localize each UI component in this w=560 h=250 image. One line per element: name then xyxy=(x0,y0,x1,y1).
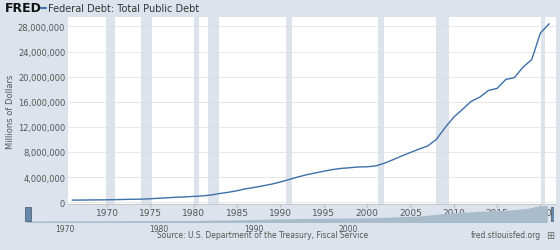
Text: FRED: FRED xyxy=(4,2,41,16)
Text: 2000: 2000 xyxy=(338,224,358,233)
Text: Source: U.S. Department of the Treasury, Fiscal Service: Source: U.S. Department of the Treasury,… xyxy=(157,230,368,239)
Bar xyxy=(286,18,292,204)
Bar xyxy=(141,18,152,204)
Text: 1980: 1980 xyxy=(150,224,169,233)
Bar xyxy=(208,18,219,204)
Text: fred.stlouisfed.org: fred.stlouisfed.org xyxy=(470,230,540,239)
Y-axis label: Millions of Dollars: Millions of Dollars xyxy=(6,74,15,148)
Bar xyxy=(25,207,30,221)
Text: 1970: 1970 xyxy=(55,224,74,233)
Text: ⊞: ⊞ xyxy=(546,230,554,240)
Bar xyxy=(436,18,449,204)
Text: Federal Debt: Total Public Debt: Federal Debt: Total Public Debt xyxy=(48,4,199,14)
Bar xyxy=(194,18,199,204)
Bar xyxy=(106,18,115,204)
Bar xyxy=(551,207,557,221)
Bar xyxy=(542,18,545,204)
Bar xyxy=(379,18,384,204)
Text: 1990: 1990 xyxy=(244,224,263,233)
